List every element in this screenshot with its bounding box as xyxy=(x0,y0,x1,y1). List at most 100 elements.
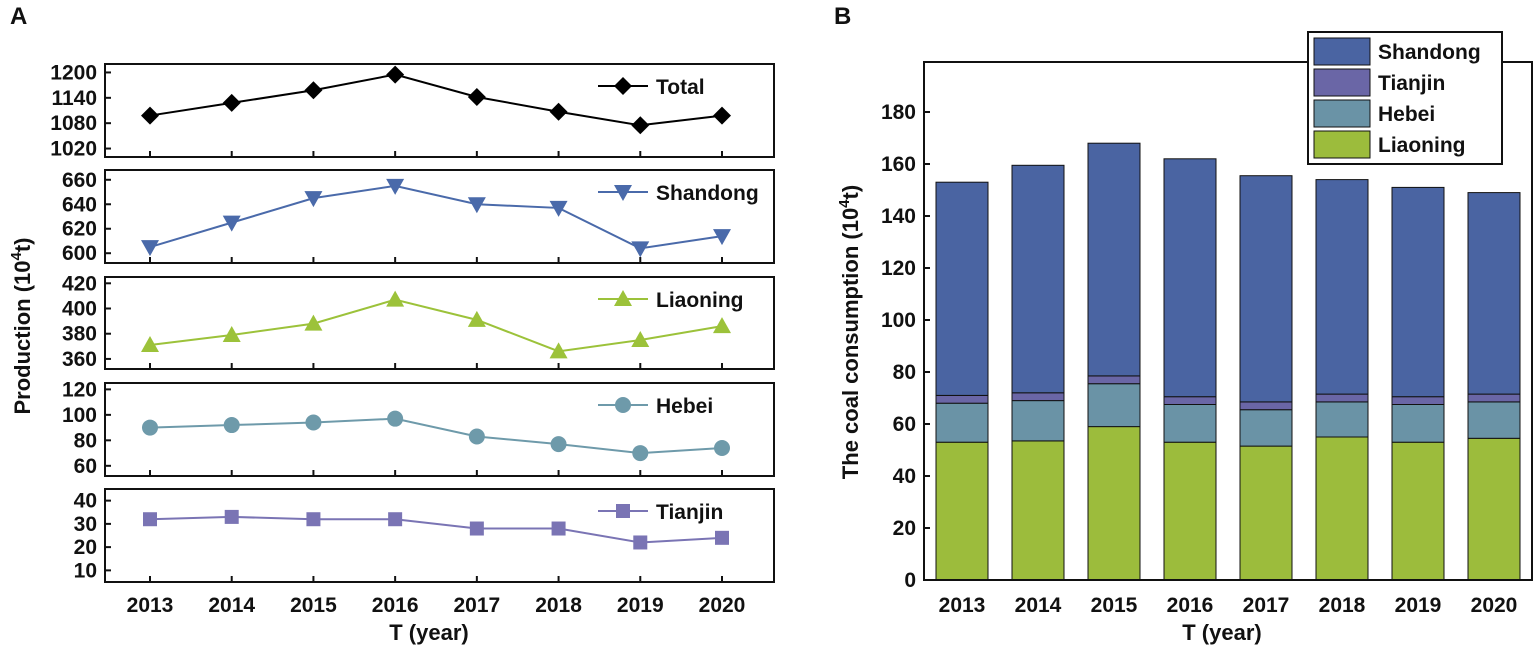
bar-liaoning-2014 xyxy=(1011,440,1065,581)
data-point-tianjin-2014 xyxy=(224,509,239,524)
legend-marker-liaoning xyxy=(614,290,632,306)
series-line-liaoning xyxy=(149,298,723,353)
y-tick-label: 40 xyxy=(74,490,97,513)
legend-swatch-liaoning xyxy=(1313,130,1371,159)
data-point-liaoning-2016 xyxy=(386,290,405,307)
data-point-hebei-2014 xyxy=(223,417,240,434)
y-tick-label: 660 xyxy=(62,169,97,192)
data-point-tianjin-2017 xyxy=(469,521,484,536)
x-tick-label: 2015 xyxy=(1091,594,1138,617)
panel-a-ylabel: Production (104t) xyxy=(8,237,35,414)
data-point-shandong-2016 xyxy=(386,178,405,195)
legend-label-liaoning: Liaoning xyxy=(656,289,744,312)
bar-shandong-2018 xyxy=(1315,179,1369,395)
data-point-tianjin-2018 xyxy=(551,521,566,536)
subplot-frame xyxy=(104,276,775,370)
x-tick-label: 2015 xyxy=(290,594,337,617)
y-tick-label: 80 xyxy=(74,429,97,452)
bar-hebei-2014 xyxy=(1011,400,1065,442)
subplot-frame xyxy=(104,63,775,158)
bar-tianjin-2015 xyxy=(1087,375,1141,385)
panel-a: A Production (104t) 1200114010801020Tota… xyxy=(8,3,775,645)
data-point-shandong-2014 xyxy=(222,215,241,232)
bar-tianjin-2017 xyxy=(1239,401,1293,411)
bar-hebei-2019 xyxy=(1391,404,1445,443)
legend-label-tianjin: Tianjin xyxy=(1378,72,1445,95)
bar-shandong-2014 xyxy=(1011,164,1065,394)
bar-shandong-2020 xyxy=(1467,192,1521,395)
bar-hebei-2020 xyxy=(1467,401,1521,439)
data-point-liaoning-2017 xyxy=(467,310,486,327)
x-tick-label: 2014 xyxy=(208,594,255,617)
bar-liaoning-2015 xyxy=(1087,426,1141,581)
y-tick-label: 60 xyxy=(893,413,916,436)
x-tick-label: 2018 xyxy=(535,594,582,617)
y-tick-label: 620 xyxy=(62,218,97,241)
y-tick-label: 20 xyxy=(893,517,916,540)
series-line-total xyxy=(149,73,723,127)
y-tick-label: 0 xyxy=(904,569,916,592)
x-tick-label: 2013 xyxy=(127,594,174,617)
bar-tianjin-2013 xyxy=(935,394,989,404)
data-point-hebei-2013 xyxy=(142,419,158,436)
y-tick-label: 600 xyxy=(62,242,97,265)
y-tick-label: 640 xyxy=(62,193,97,216)
y-tick-label: 120 xyxy=(62,378,97,401)
legend-marker-hebei xyxy=(615,397,631,413)
subplot-frame xyxy=(104,382,775,477)
y-tick-label: 1080 xyxy=(50,112,97,135)
subplot-frame xyxy=(104,169,775,264)
bar-liaoning-2018 xyxy=(1315,436,1369,581)
y-tick-label: 30 xyxy=(74,513,97,536)
data-point-shandong-2020 xyxy=(713,229,731,246)
data-point-liaoning-2015 xyxy=(304,314,323,331)
data-point-total-2018 xyxy=(549,102,568,121)
data-point-total-2014 xyxy=(222,93,241,112)
bar-liaoning-2017 xyxy=(1239,445,1293,581)
x-tick-label: 2020 xyxy=(1471,594,1518,617)
bar-tianjin-2018 xyxy=(1315,393,1369,403)
data-point-total-2016 xyxy=(386,65,405,84)
bar-liaoning-2020 xyxy=(1467,437,1521,581)
data-point-total-2019 xyxy=(631,116,650,135)
data-point-hebei-2016 xyxy=(387,410,404,427)
y-tick-label: 100 xyxy=(881,309,916,332)
panel-a-xlabel: T (year) xyxy=(389,620,468,645)
bar-liaoning-2019 xyxy=(1391,441,1445,581)
data-point-total-2015 xyxy=(304,81,323,100)
y-tick-label: 1020 xyxy=(50,138,97,161)
data-point-shandong-2018 xyxy=(549,200,568,217)
data-point-hebei-2015 xyxy=(305,414,322,431)
data-point-liaoning-2014 xyxy=(222,325,241,342)
legend-marker-tianjin xyxy=(616,504,630,518)
y-tick-label: 400 xyxy=(62,298,97,321)
y-tick-label: 1140 xyxy=(51,87,97,110)
data-point-hebei-2020 xyxy=(714,439,730,456)
y-tick-label: 120 xyxy=(881,257,916,280)
panel-b-xlabel: T (year) xyxy=(1182,620,1261,645)
legend-label-tianjin: Tianjin xyxy=(656,501,723,524)
legend-label-liaoning: Liaoning xyxy=(1378,134,1466,157)
subplot-frame xyxy=(104,488,775,583)
data-point-shandong-2019 xyxy=(631,241,650,258)
data-point-tianjin-2013 xyxy=(143,512,157,527)
y-tick-label: 360 xyxy=(62,348,97,371)
panel-b-label: B xyxy=(834,3,851,30)
x-tick-label: 2017 xyxy=(453,594,500,617)
data-point-hebei-2019 xyxy=(632,445,649,462)
x-tick-label: 2020 xyxy=(699,594,746,617)
x-tick-label: 2016 xyxy=(1167,594,1214,617)
bar-shandong-2015 xyxy=(1087,142,1141,377)
bar-shandong-2016 xyxy=(1163,158,1217,398)
y-tick-label: 420 xyxy=(62,272,97,295)
legend-label-shandong: Shandong xyxy=(656,182,759,205)
x-tick-label: 2016 xyxy=(372,594,419,617)
y-tick-label: 180 xyxy=(881,101,916,124)
data-point-shandong-2015 xyxy=(304,191,323,208)
data-point-hebei-2018 xyxy=(550,436,567,453)
bar-hebei-2016 xyxy=(1163,404,1217,443)
data-point-liaoning-2020 xyxy=(713,317,731,334)
